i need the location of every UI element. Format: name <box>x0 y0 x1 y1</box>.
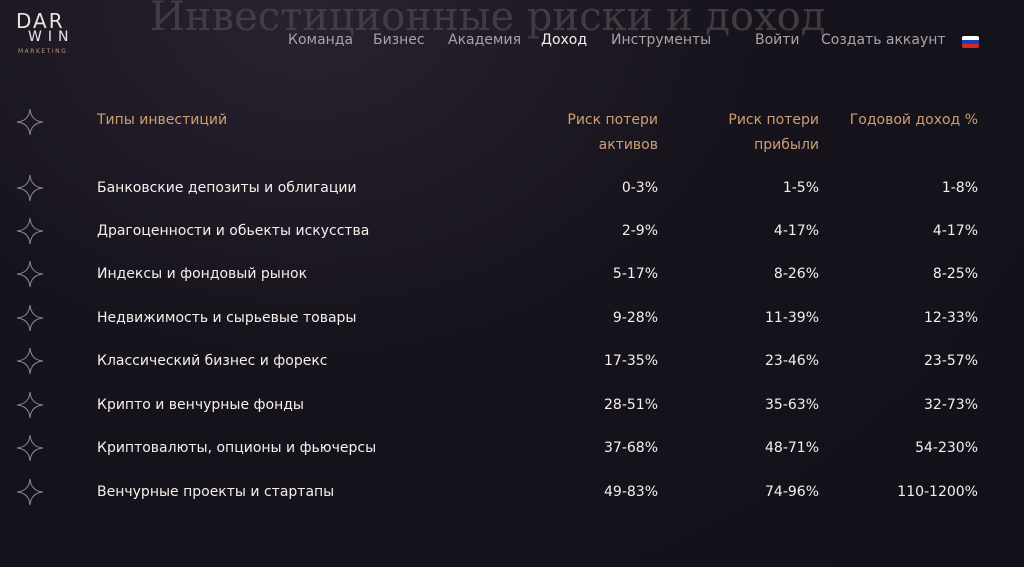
header-investment-type: Типы инвестиций <box>97 112 228 128</box>
logo-line-2: WIN <box>28 29 75 45</box>
row-profit-risk: 11-39% <box>765 310 819 326</box>
row-asset-risk: 9-28% <box>612 310 658 326</box>
header-annual-income: Годовой доход % <box>849 112 978 128</box>
star-icon <box>16 347 44 375</box>
row-investment-type: Недвижимость и сырьевые товары <box>97 310 357 326</box>
row-profit-risk: 48-71% <box>765 440 819 456</box>
row-annual-income: 32-73% <box>924 397 978 413</box>
header-asset-risk: Риск потери активов <box>567 112 658 153</box>
row-asset-risk: 37-68% <box>604 440 658 456</box>
russia-flag-icon[interactable] <box>962 36 979 48</box>
darwin-logo[interactable]: DAR WIN MARKETING <box>16 9 76 55</box>
row-asset-risk: 49-83% <box>604 484 658 500</box>
header-profit-risk: Риск потери прибыли <box>728 112 819 153</box>
row-annual-income: 4-17% <box>932 223 978 239</box>
row-profit-risk: 8-26% <box>773 266 819 282</box>
row-profit-risk: 74-96% <box>765 484 819 500</box>
row-asset-risk: 17-35% <box>604 353 658 369</box>
row-profit-risk: 35-63% <box>765 397 819 413</box>
row-asset-risk: 0-3% <box>621 180 658 196</box>
star-icon <box>16 217 44 245</box>
star-icon <box>16 434 44 462</box>
row-investment-type: Драгоценности и обьекты искусства <box>97 223 370 239</box>
login-link[interactable]: Войти <box>755 32 800 48</box>
nav-item-income[interactable]: Доход <box>541 32 588 48</box>
row-profit-risk: 1-5% <box>782 180 819 196</box>
row-investment-type: Крипто и венчурные фонды <box>97 397 304 413</box>
row-investment-type: Венчурные проекты и стартапы <box>97 484 335 500</box>
background-title: Инвестиционные риски и доход <box>150 0 826 40</box>
row-annual-income: 54-230% <box>915 440 978 456</box>
star-icon <box>16 478 44 506</box>
nav-item-academy[interactable]: Академия <box>448 32 521 48</box>
row-investment-type: Банковские депозиты и облигации <box>97 180 357 196</box>
row-profit-risk: 4-17% <box>773 223 819 239</box>
row-investment-type: Криптовалюты, опционы и фьючерсы <box>97 440 377 456</box>
logo-line-3: MARKETING <box>18 48 68 55</box>
star-icon <box>16 304 44 332</box>
main-nav: Команда Бизнес Академия Доход Инструмент… <box>0 32 1024 52</box>
star-icon <box>16 260 44 288</box>
row-annual-income: 8-25% <box>932 266 978 282</box>
row-profit-risk: 23-46% <box>765 353 819 369</box>
logo-line-1: DAR <box>16 9 65 33</box>
nav-item-business[interactable]: Бизнес <box>373 32 425 48</box>
nav-item-tools[interactable]: Инструменты <box>611 32 712 48</box>
row-investment-type: Классический бизнес и форекс <box>97 353 328 369</box>
star-icon <box>16 391 44 419</box>
row-annual-income: 23-57% <box>924 353 978 369</box>
nav-item-team[interactable]: Команда <box>288 32 354 48</box>
row-asset-risk: 2-9% <box>621 223 658 239</box>
row-asset-risk: 5-17% <box>612 266 658 282</box>
signup-link[interactable]: Создать аккаунт <box>821 32 946 48</box>
star-icon <box>16 108 44 136</box>
row-annual-income: 1-8% <box>941 180 978 196</box>
row-asset-risk: 28-51% <box>604 397 658 413</box>
row-investment-type: Индексы и фондовый рынок <box>97 266 308 282</box>
row-annual-income: 110-1200% <box>897 484 978 500</box>
row-annual-income: 12-33% <box>924 310 978 326</box>
star-icon <box>16 174 44 202</box>
